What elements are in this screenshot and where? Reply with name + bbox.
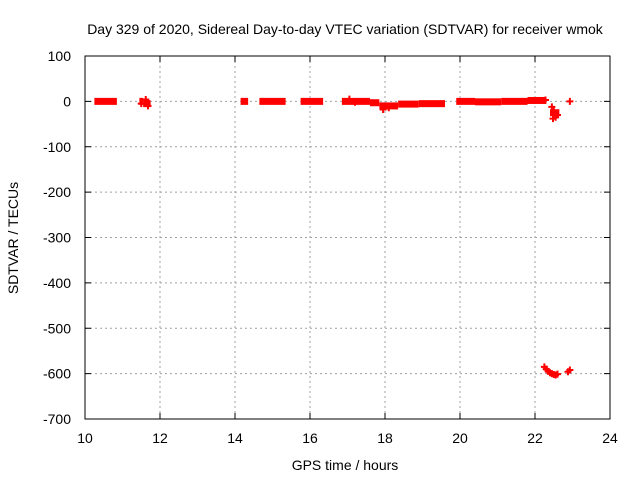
x-tick-label: 18	[377, 430, 393, 446]
y-tick-label: -100	[43, 139, 71, 155]
data-point-run	[398, 100, 419, 108]
data-point	[566, 97, 574, 105]
data-point	[142, 96, 150, 104]
data-point-run	[418, 100, 445, 108]
data-point	[548, 103, 556, 111]
data-point	[542, 96, 549, 104]
data-point-run	[143, 100, 151, 108]
data-point	[137, 100, 145, 108]
y-tick-label: -500	[43, 320, 71, 336]
x-tick-label: 14	[227, 430, 243, 446]
data-point-run	[240, 97, 249, 105]
data-point	[385, 104, 393, 112]
tick-labels: 10 12 14 16 18 20 22 24 100 0 -100 -200 -300 -400 -500…	[43, 48, 618, 446]
data-point	[566, 366, 574, 374]
data-point-run	[527, 96, 547, 104]
grid	[85, 56, 610, 419]
y-tick-label: -600	[43, 366, 71, 382]
y-tick-label: 100	[48, 48, 72, 64]
data-point	[554, 111, 561, 119]
chart-title: Day 329 of 2020, Sidereal Day-to-day VTE…	[87, 21, 604, 37]
y-axis-label: SDTVAR / TECUs	[5, 182, 21, 294]
data-point-run	[259, 97, 286, 105]
y-tick-label: -400	[43, 275, 71, 291]
data-point-run	[501, 97, 528, 105]
x-tick-label: 10	[77, 430, 93, 446]
data-point	[554, 370, 561, 378]
data-point	[345, 95, 353, 103]
data-point-run	[475, 98, 502, 106]
x-tick-label: 20	[452, 430, 468, 446]
data-point-run	[456, 97, 475, 105]
y-tick-label: -200	[43, 184, 71, 200]
data-point	[549, 115, 557, 123]
x-tick-label: 24	[602, 430, 618, 446]
x-tick-label: 16	[302, 430, 318, 446]
x-axis-label: GPS time / hours	[292, 457, 399, 473]
data-point-run	[300, 97, 324, 105]
x-tick-label: 22	[527, 430, 543, 446]
data-point	[550, 106, 558, 114]
axis-ticks	[84, 55, 611, 420]
data-point-run	[370, 99, 380, 107]
data-point	[379, 106, 387, 114]
data-point-run	[94, 97, 117, 105]
data-point	[144, 102, 152, 110]
data-series	[94, 95, 574, 379]
y-tick-label: -700	[43, 411, 71, 427]
x-tick-label: 12	[152, 430, 168, 446]
y-tick-label: 0	[63, 93, 71, 109]
data-point	[351, 98, 359, 106]
y-tick-label: -300	[43, 230, 71, 246]
